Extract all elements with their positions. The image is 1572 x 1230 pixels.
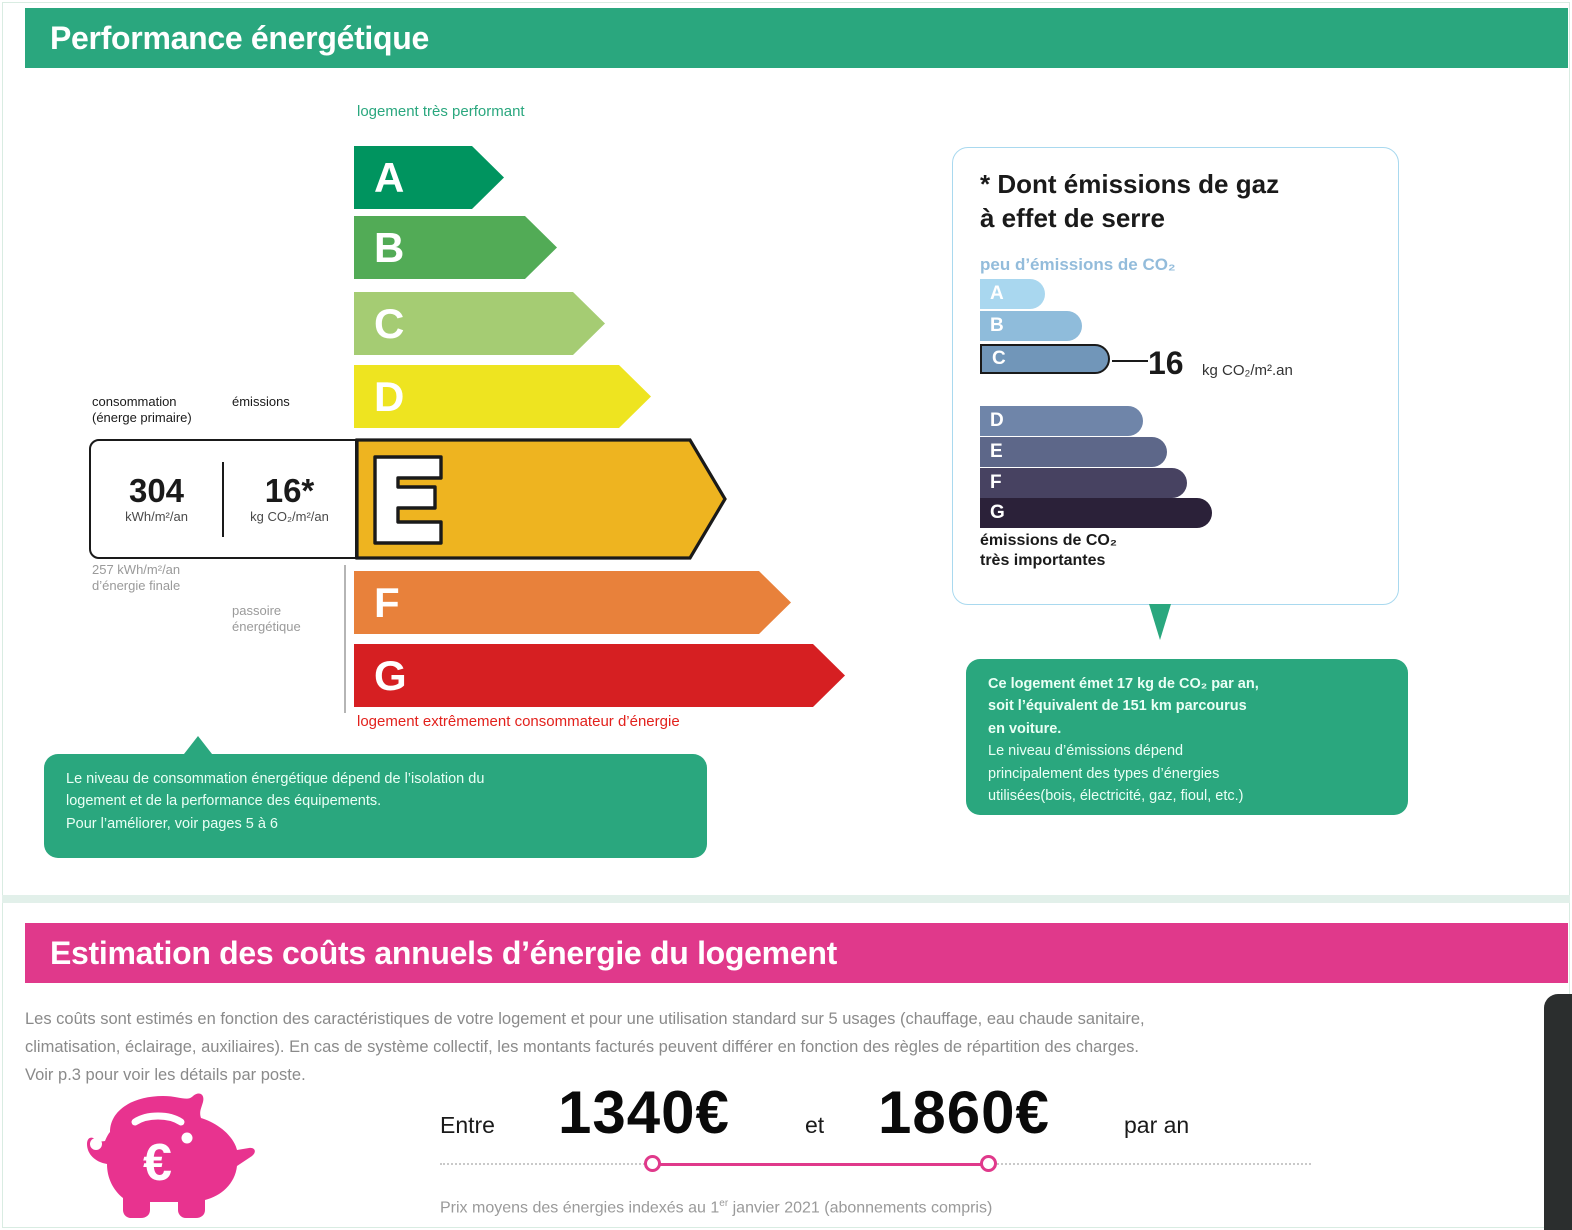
svg-text:A: A (374, 154, 404, 201)
svg-text:D: D (374, 373, 404, 420)
svg-text:€: € (143, 1134, 172, 1192)
svg-text:B: B (374, 224, 404, 271)
svg-text:G: G (374, 652, 407, 699)
svg-text:F: F (374, 579, 400, 626)
svg-text:C: C (374, 300, 404, 347)
